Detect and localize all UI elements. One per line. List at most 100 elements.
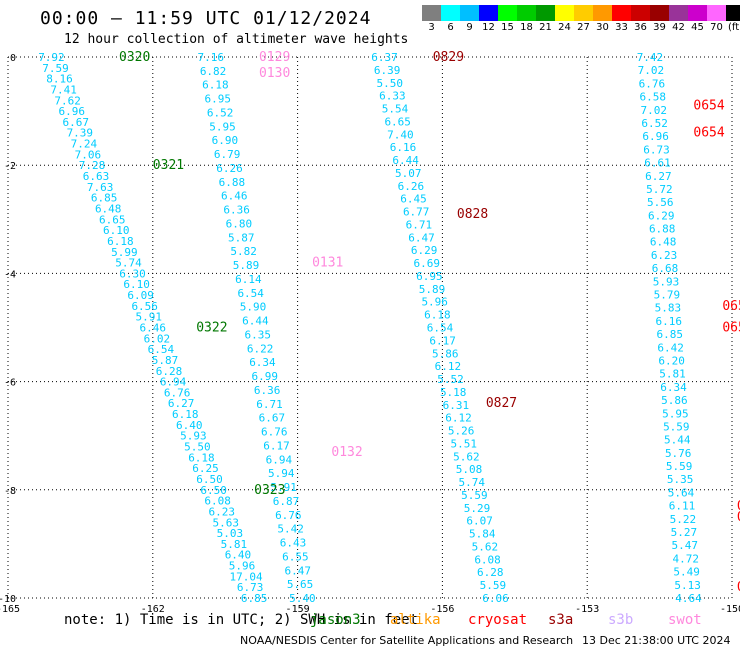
y-tick-label: -2	[4, 161, 16, 172]
swh-value: 5.95	[662, 407, 689, 420]
swh-value: 6.65	[384, 115, 411, 128]
swh-value: 5.89	[233, 259, 260, 272]
colorbar-swatch	[517, 5, 536, 21]
swh-value: 7.16	[197, 51, 224, 64]
swh-value: 6.52	[641, 117, 668, 130]
swh-value: 6.95	[205, 93, 232, 106]
pass-time-label: 0321	[153, 158, 184, 173]
pass-time-label: 0654	[693, 126, 724, 141]
swh-value: 5.50	[184, 441, 211, 454]
swh-value: 6.44	[242, 315, 269, 328]
swh-value: 5.89	[419, 283, 446, 296]
legend-entry: cryosat	[468, 612, 528, 628]
swh-value: 6.61	[644, 157, 671, 170]
swh-value: 7.28	[79, 159, 106, 172]
swh-value: 6.82	[200, 65, 227, 78]
swh-value: 5.47	[672, 539, 699, 552]
swh-value: 6.23	[208, 505, 235, 518]
swh-value: 6.42	[657, 341, 684, 354]
swh-value: 6.36	[254, 384, 281, 397]
swh-value: 6.23	[651, 249, 678, 262]
colorbar-swatch	[650, 5, 669, 21]
swh-value: 6.35	[244, 328, 271, 341]
swh-value: 7.02	[638, 64, 665, 77]
swh-value: 5.74	[115, 257, 142, 270]
swh-value: 6.18	[172, 408, 199, 421]
swh-value: 7.39	[67, 127, 94, 140]
colorbar-swatch	[593, 5, 612, 21]
colorbar-label: 9	[466, 22, 473, 33]
swh-value: 5.94	[268, 467, 295, 480]
swh-value: 5.86	[661, 394, 688, 407]
swh-value: 5.08	[456, 463, 483, 476]
map-subtitle: 12 hour collection of altimeter wave hei…	[64, 32, 409, 47]
swh-value: 6.18	[107, 235, 134, 248]
pass-time-label: 0130	[259, 66, 290, 81]
swh-value: 6.94	[266, 453, 293, 466]
swh-value: 6.85	[241, 592, 268, 605]
swh-value: 6.40	[176, 419, 203, 432]
swh-value: 6.77	[403, 206, 430, 219]
swh-value: 6.10	[103, 224, 130, 237]
colorbar-swatch	[612, 5, 631, 21]
swh-value: 6.99	[252, 370, 279, 383]
legend-entry: jason3	[310, 612, 361, 628]
swh-value: 5.79	[654, 289, 681, 302]
swh-value: 6.54	[237, 287, 264, 300]
swh-value: 6.47	[408, 231, 435, 244]
colorbar-swatch	[479, 5, 498, 21]
swh-value: 6.31	[443, 399, 470, 412]
legend-entry: s3a	[548, 612, 574, 628]
swh-value: 6.88	[649, 223, 676, 236]
swh-value: 6.71	[406, 218, 433, 231]
pass-time-label: 0654	[693, 99, 724, 114]
swh-value: 5.52	[437, 373, 464, 386]
swh-value: 6.40	[225, 549, 252, 562]
swh-value: 7.06	[75, 148, 102, 161]
colorbar-label: (ft)	[727, 22, 740, 33]
swh-value: 5.93	[653, 275, 680, 288]
pass-time-label: 0129	[259, 50, 290, 65]
swh-value: 6.36	[223, 204, 250, 217]
swh-value: 6.50	[200, 484, 227, 497]
colorbar-swatch	[441, 5, 460, 21]
footer-time: 13 Dec 21:38:00 UTC 2024	[582, 634, 731, 647]
swh-value: 7.42	[637, 51, 664, 64]
swh-value: 6.65	[99, 213, 126, 226]
swh-value: 5.74	[458, 476, 485, 489]
swh-value: 6.16	[390, 141, 417, 154]
colorbar-swatch	[555, 5, 574, 21]
swh-value: 6.44	[392, 154, 419, 167]
footnote: note: 1) Time is in UTC; 2) SWH is in fe…	[64, 612, 419, 628]
swh-value: 5.59	[461, 489, 488, 502]
swh-value: 5.27	[671, 526, 698, 539]
colorbar-label: 27	[577, 22, 590, 33]
swh-value: 5.44	[664, 434, 691, 447]
colorbar-label: 33	[615, 22, 628, 33]
swh-value: 5.18	[440, 386, 467, 399]
x-tick-label: -150	[720, 604, 740, 615]
swh-value: 6.16	[656, 315, 683, 328]
swh-value: 6.85	[656, 328, 683, 341]
swh-value: 6.12	[445, 412, 472, 425]
swh-value: 6.22	[247, 342, 274, 355]
colorbar-label: 3	[428, 22, 435, 33]
swh-value: 5.50	[377, 77, 404, 90]
swh-value: 17.04	[229, 570, 262, 583]
colorbar-swatch	[422, 5, 441, 21]
pass-time-label: 0131	[312, 256, 343, 271]
x-tick-label: -165	[0, 604, 20, 615]
swh-value: 7.40	[387, 128, 414, 141]
swh-value: 6.96	[642, 130, 669, 143]
swh-value: 6.34	[249, 356, 276, 369]
swh-value: 6.76	[639, 77, 666, 90]
swh-value: 6.33	[379, 90, 406, 103]
colorbar-swatch	[707, 5, 726, 21]
swh-value: 6.50	[196, 473, 223, 486]
swh-value: 6.94	[160, 376, 187, 389]
colorbar-swatch	[631, 5, 650, 21]
swh-value: 6.29	[411, 244, 438, 257]
swh-value: 6.76	[164, 386, 191, 399]
swh-value: 6.76	[275, 509, 302, 522]
colorbar-label: 18	[520, 22, 533, 33]
